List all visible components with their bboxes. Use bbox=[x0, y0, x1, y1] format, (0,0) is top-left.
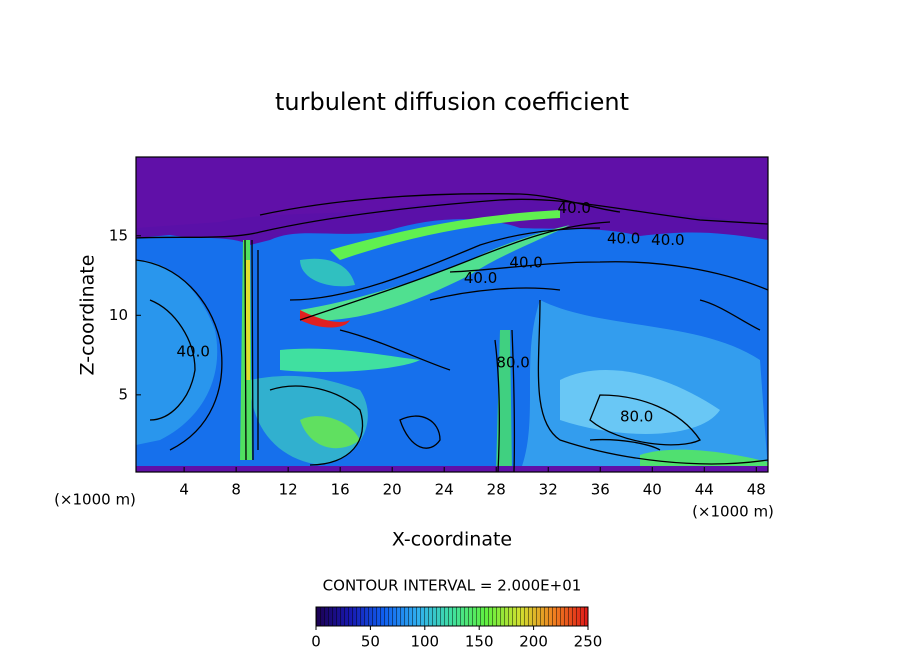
contour-label: 80.0 bbox=[620, 408, 653, 426]
contour-label: 40.0 bbox=[177, 342, 210, 360]
colorbar-tick-label: 0 bbox=[311, 633, 321, 651]
x-tick-label: 12 bbox=[279, 481, 298, 499]
x-tick-label: 28 bbox=[487, 481, 506, 499]
x-tick-label: 32 bbox=[539, 481, 558, 499]
y-tick-label: 15 bbox=[109, 226, 128, 244]
colorbar-frame bbox=[315, 606, 589, 627]
colorbar-tick-label: 200 bbox=[519, 633, 548, 651]
x-tick-label: 40 bbox=[643, 481, 662, 499]
chart-title: turbulent diffusion coefficient bbox=[275, 88, 629, 116]
contour-label: 40.0 bbox=[558, 199, 591, 217]
x-tick-label: 48 bbox=[747, 481, 766, 499]
x-tick-label: 4 bbox=[179, 481, 189, 499]
y-tick-label: 10 bbox=[109, 306, 128, 324]
contour-label: 80.0 bbox=[496, 354, 529, 372]
x-tick-label: 16 bbox=[331, 481, 350, 499]
x-tick-label: 8 bbox=[231, 481, 241, 499]
x-tick-label: 20 bbox=[383, 481, 402, 499]
plot-frame bbox=[135, 156, 769, 473]
x-tick-label: 44 bbox=[695, 481, 714, 499]
contour-interval: CONTOUR INTERVAL = 2.000E+01 bbox=[323, 577, 582, 595]
x-axis-label: X-coordinate bbox=[392, 529, 512, 551]
y-tick-label: 5 bbox=[118, 385, 128, 403]
colorbar-tick-label: 50 bbox=[361, 633, 380, 651]
colorbar-tick-label: 250 bbox=[574, 633, 603, 651]
x-unit-label: (×1000 m) bbox=[692, 503, 774, 521]
contour-label: 40.0 bbox=[607, 229, 640, 247]
x-tick-label: 24 bbox=[435, 481, 454, 499]
contour-label: 40.0 bbox=[509, 253, 542, 271]
y-axis-label: Z-coordinate bbox=[77, 255, 99, 376]
contour-label: 40.0 bbox=[651, 231, 684, 249]
x-unit-label: (×1000 m) bbox=[54, 491, 136, 509]
contour-field bbox=[136, 157, 768, 472]
colorbar-tick-label: 150 bbox=[465, 633, 494, 651]
x-tick-label: 36 bbox=[591, 481, 610, 499]
contour-label: 40.0 bbox=[464, 269, 497, 287]
colorbar-tick-label: 100 bbox=[410, 633, 439, 651]
